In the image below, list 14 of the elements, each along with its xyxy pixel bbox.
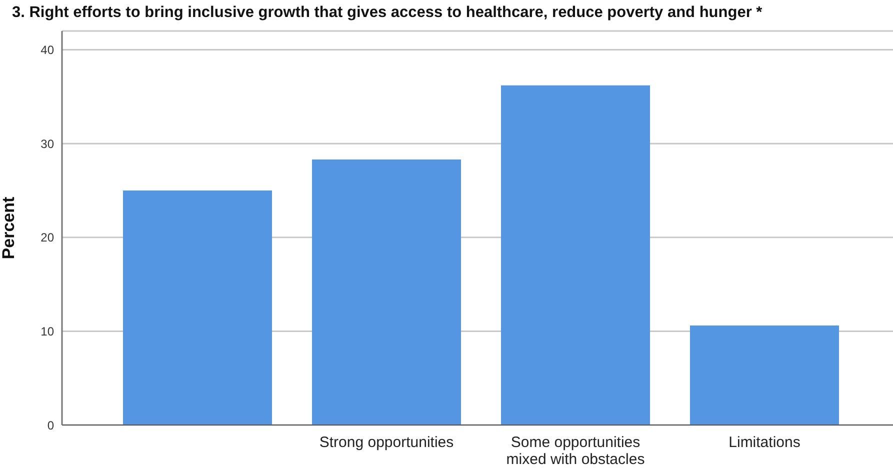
x-tick-label: Limitations	[728, 434, 800, 451]
y-tick-label: 0	[47, 418, 54, 432]
y-tick-label: 30	[40, 136, 54, 151]
y-tick-label: 10	[40, 324, 54, 338]
bar	[690, 326, 839, 425]
y-tick-label: 40	[40, 43, 54, 58]
chart-title: 3. Right efforts to bring inclusive growth that gives access to healthcare, reduce poverty and hunger *	[11, 3, 764, 23]
x-tick-label: Some opportunities mixed with obstacles	[506, 434, 645, 468]
x-tick-label: Strong opportunities	[319, 434, 454, 451]
bar	[501, 85, 650, 425]
y-tick-label: 20	[40, 230, 54, 245]
bar	[123, 190, 272, 425]
bar	[312, 160, 461, 425]
y-axis-title: Percent	[0, 196, 18, 260]
